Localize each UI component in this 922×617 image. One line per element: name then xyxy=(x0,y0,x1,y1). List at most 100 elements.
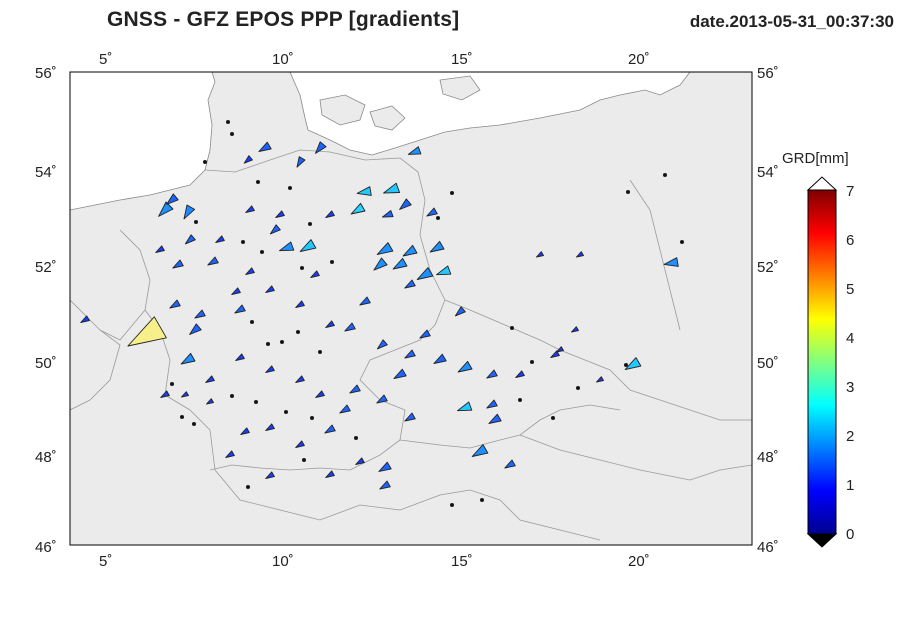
gradient-arrow xyxy=(296,156,306,168)
colorbar-scale xyxy=(807,189,837,535)
station-marker xyxy=(240,239,246,245)
gradient-arrow xyxy=(295,300,305,308)
lon-tick-top: 5˚ xyxy=(99,51,112,68)
gradient-arrow xyxy=(536,251,544,258)
lat-tick-left: 50˚ xyxy=(35,355,57,372)
gradient-arrow xyxy=(245,205,255,213)
gradient-arrow xyxy=(339,404,351,414)
station-marker xyxy=(679,239,685,245)
station-marker xyxy=(169,381,175,387)
gradient-arrow xyxy=(344,322,356,332)
station-marker xyxy=(449,190,455,196)
gradient-arrow xyxy=(183,204,196,220)
gradient-arrow xyxy=(416,267,434,280)
lat-tick-left: 48˚ xyxy=(35,449,57,466)
station-marker xyxy=(435,215,441,221)
gradient-arrow xyxy=(205,375,215,383)
gradient-arrow xyxy=(383,182,401,194)
colorbar-label: GRD[mm] xyxy=(782,150,849,167)
gradient-arrow xyxy=(310,270,320,278)
colorbar-tick: 7 xyxy=(846,183,854,200)
gradient-arrow xyxy=(407,146,422,155)
gradient-arrow xyxy=(325,210,335,218)
gradient-arrow xyxy=(265,423,275,431)
gradient-arrow xyxy=(663,257,679,267)
lon-tick-top: 10˚ xyxy=(272,51,294,68)
station-marker xyxy=(287,185,293,191)
gradient-arrow xyxy=(355,457,365,465)
gradient-arrow xyxy=(169,299,181,309)
station-marker xyxy=(249,319,255,325)
map-title: GNSS - GFZ EPOS PPP [gradients] xyxy=(107,8,460,31)
colorbar-tick: 5 xyxy=(846,281,854,298)
station-marker xyxy=(550,415,556,421)
station-marker xyxy=(623,362,629,368)
gradient-arrow xyxy=(184,234,196,245)
station-marker xyxy=(309,415,315,421)
lat-tick-left: 54˚ xyxy=(35,164,57,181)
gradient-arrow xyxy=(215,235,225,243)
gradient-arrow xyxy=(207,256,219,266)
gradient-arrow xyxy=(240,427,250,435)
station-marker xyxy=(575,385,581,391)
gradient-arrow xyxy=(376,242,394,255)
station-marker xyxy=(353,435,359,441)
gradient-arrow xyxy=(243,155,253,164)
gradient-arrow xyxy=(624,357,642,370)
gradient-arrow xyxy=(392,257,408,270)
gradient-arrow xyxy=(275,210,285,218)
station-marker xyxy=(509,325,515,331)
borders xyxy=(70,149,752,541)
gradient-arrow xyxy=(315,141,327,154)
station-marker xyxy=(299,265,305,271)
gradient-arrow xyxy=(488,413,502,424)
gradient-arrow xyxy=(381,210,394,218)
lon-tick-bottom: 5˚ xyxy=(99,553,112,570)
colorbar-min-triangle xyxy=(806,533,838,548)
lon-tick-bottom: 10˚ xyxy=(272,553,294,570)
gradient-arrow xyxy=(504,459,516,469)
gradient-arrow xyxy=(325,320,335,328)
gradient-arrow xyxy=(399,198,412,210)
station-marker xyxy=(253,399,259,405)
gradient-arrow xyxy=(571,326,579,333)
colorbar-tick: 1 xyxy=(846,477,854,494)
gradient-arrows xyxy=(80,119,685,508)
gradient-arrow xyxy=(433,353,447,364)
lat-tick-right: 46˚ xyxy=(757,539,779,556)
gradient-arrow xyxy=(265,365,275,373)
gradient-arrow xyxy=(181,391,189,398)
station-marker xyxy=(193,219,199,225)
colorbar: GRD[mm] 0 1 2 3 4 5 6 7 xyxy=(782,150,854,548)
gradient-arrow xyxy=(325,470,335,478)
lat-tick-right: 52˚ xyxy=(757,259,779,276)
gradient-arrow xyxy=(471,444,489,457)
gradient-arrow xyxy=(596,376,604,383)
station-marker xyxy=(625,189,631,195)
gradient-arrow xyxy=(265,285,275,293)
gradient-arrow xyxy=(235,353,245,361)
lon-tick-bottom: 15˚ xyxy=(451,553,473,570)
gradient-arrow xyxy=(189,323,202,335)
timestamp: date.2013-05-31_00:37:30 xyxy=(689,12,894,31)
gradient-arrow xyxy=(393,368,407,379)
lon-tick-top: 20˚ xyxy=(628,51,650,68)
gradient-arrow xyxy=(166,193,179,205)
gradient-arrow xyxy=(279,241,295,252)
lat-tick-left: 46˚ xyxy=(35,539,57,556)
gradient-arrow xyxy=(486,399,498,409)
gradient-arrow xyxy=(295,440,305,448)
gradient-arrow xyxy=(269,224,281,235)
gradient-arrow xyxy=(457,360,473,373)
gradient-arrow xyxy=(194,309,206,319)
colorbar-tick: 0 xyxy=(846,526,854,543)
station-marker xyxy=(295,329,301,335)
gradient-arrow xyxy=(379,480,391,490)
station-marker xyxy=(255,179,261,185)
gradient-arrow xyxy=(373,257,388,271)
station-marker xyxy=(279,339,285,345)
gradient-arrow xyxy=(436,265,452,276)
station-marker xyxy=(517,397,523,403)
gradient-arrow xyxy=(454,306,466,317)
gradient-arrow xyxy=(80,315,90,323)
